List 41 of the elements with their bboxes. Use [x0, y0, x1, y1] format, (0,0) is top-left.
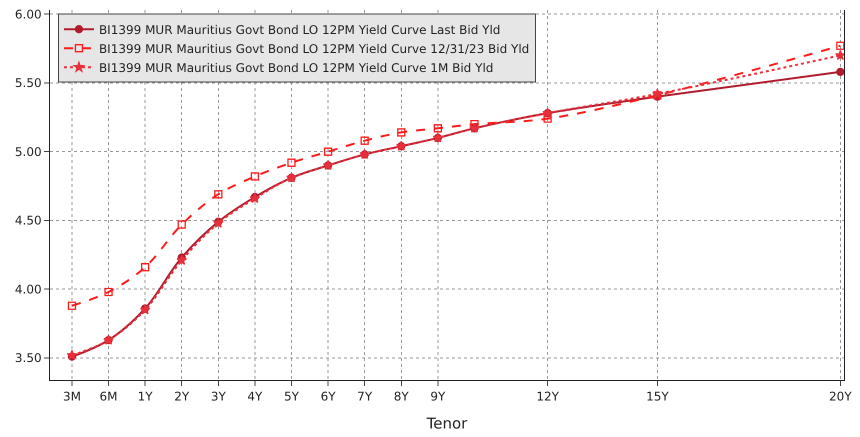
point: [287, 158, 296, 167]
x-tick-label: 8Y: [394, 389, 410, 404]
point: [434, 124, 442, 132]
y-tick-label: 4.50: [14, 214, 42, 228]
x-tick-label: 6M: [100, 389, 118, 404]
point: [66, 350, 78, 360]
x-tick-label: 3M: [62, 389, 81, 404]
x-tick-label: 5Y: [284, 389, 300, 404]
legend-label: BI1399 MUR Mauritius Govt Bond LO 12PM Yield Curve Last Bid Yld: [98, 22, 500, 37]
x-axis-title: Tenor: [426, 414, 468, 432]
y-tick-label: 3.50: [14, 351, 42, 366]
point: [836, 42, 844, 50]
x-tick-label: 9Y: [430, 389, 446, 404]
point: [140, 263, 150, 272]
point: [178, 220, 186, 229]
x-tick-label: 2Y: [174, 389, 190, 404]
point: [652, 88, 663, 99]
x-tick-label: 15Y: [646, 389, 670, 404]
point: [324, 148, 332, 156]
x-tick-label: 1Y: [138, 389, 154, 404]
point: [543, 114, 552, 123]
y-tick-label: 5.50: [14, 76, 42, 90]
y-tick-label: 6.00: [14, 7, 42, 22]
point: [68, 302, 76, 310]
x-tick-label: 7Y: [357, 389, 373, 404]
x-tick-label: 12Y: [536, 389, 560, 404]
x-tick-label: 4Y: [247, 389, 264, 404]
point: [104, 288, 113, 296]
x-tick-label: 20Y: [829, 389, 852, 404]
point: [214, 190, 222, 198]
x-tick-label: 3Y: [210, 389, 226, 404]
y-tick-label: 4.00: [14, 282, 42, 296]
point: [836, 68, 844, 76]
legend-label: BI1399 MUR Mauritius Govt Bond LO 12PM Yield Curve 1M Bid Yld: [98, 60, 494, 75]
legend-label: BI1399 MUR Mauritius Govt Bond LO 12PM Yield Curve 12/31/23 Bid Yld: [98, 42, 530, 56]
y-tick-label: 5.00: [14, 144, 42, 159]
point: [360, 136, 369, 145]
point: [397, 128, 406, 137]
x-tick-label: 6Y: [320, 389, 336, 404]
point: [176, 254, 188, 265]
point: [250, 172, 260, 181]
